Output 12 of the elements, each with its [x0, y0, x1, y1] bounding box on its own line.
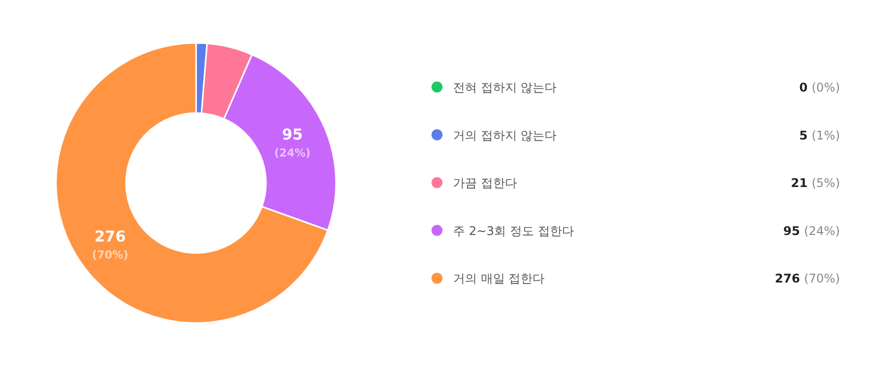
text: 0 (0%)	[799, 80, 840, 94]
legend-label: 거의 접하지 않는다	[453, 128, 557, 142]
text: 95 (24%)	[783, 224, 840, 238]
data-label: 95 (24%)	[274, 125, 311, 160]
data-label: 276 (70%)	[92, 227, 128, 262]
legend-label: 전혀 접하지 않는다	[453, 80, 557, 94]
data-label: 21 (5%)	[790, 176, 840, 190]
legend-label: 가끔 접한다	[453, 176, 517, 190]
data-label: 5 (1%)	[799, 128, 840, 142]
legend-label: 거의 매일 접한다	[453, 272, 545, 286]
text: 276 (70%)	[774, 272, 840, 286]
legend-label: 주 2~3회 정도 접한다	[453, 224, 574, 238]
